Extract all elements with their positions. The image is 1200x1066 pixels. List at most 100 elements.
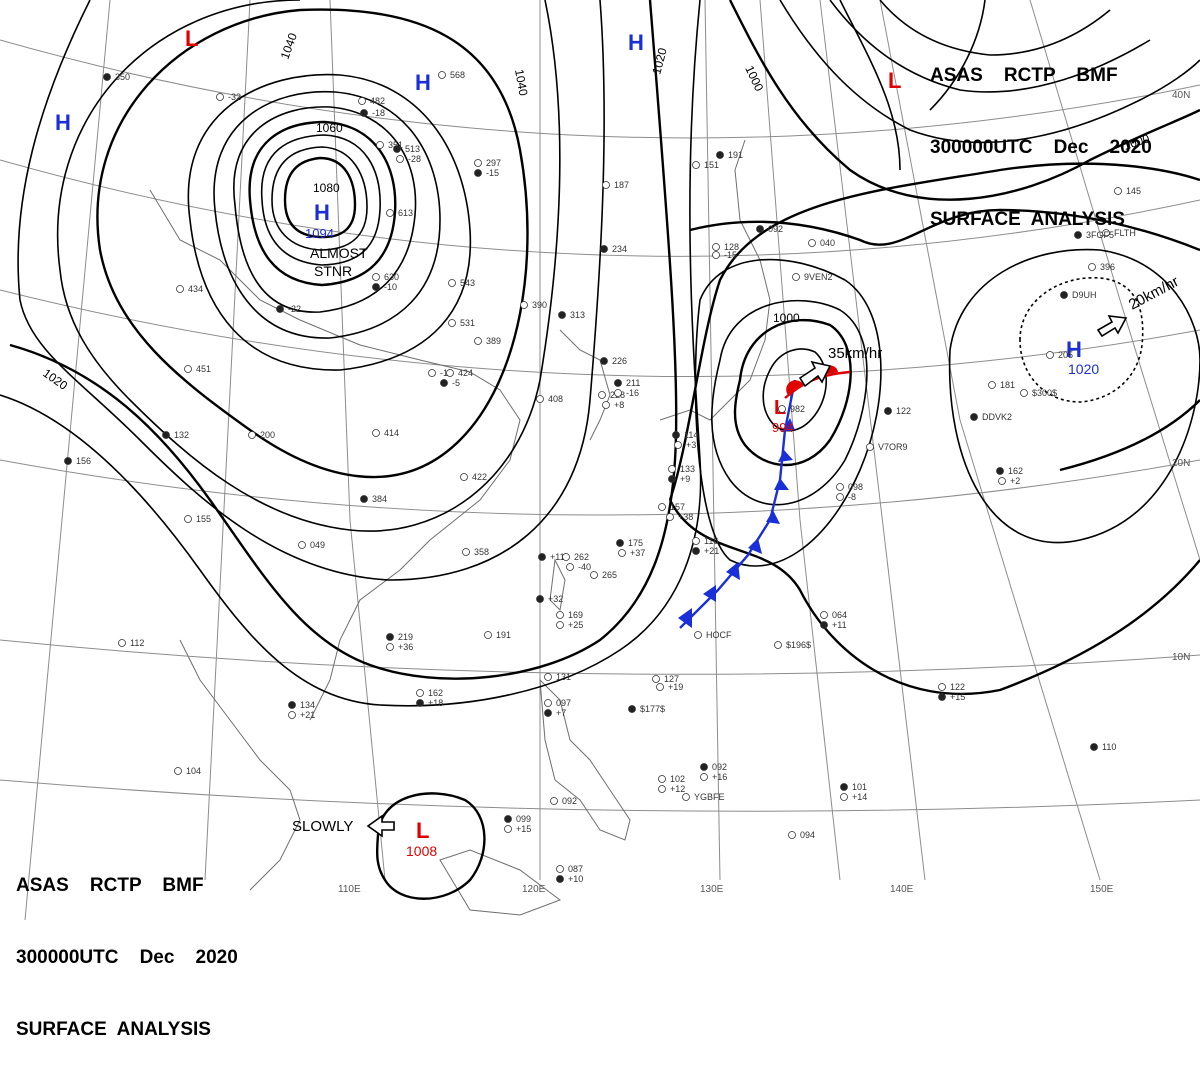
cold-front-barb — [703, 585, 716, 602]
station-value: 358 — [474, 547, 489, 557]
station-value: 181 — [1000, 380, 1015, 390]
station-plot: +3 — [674, 440, 696, 450]
station-plot: 262 — [562, 552, 589, 562]
station-value: 114 — [684, 430, 698, 440]
station-value: 568 — [450, 70, 465, 80]
station-value: 112 — [130, 638, 144, 648]
station-plot: $196$ — [774, 640, 811, 650]
isobar-label: 1020 — [649, 46, 670, 76]
low-center-pressure: 994 — [772, 420, 794, 435]
meridian-150e — [879, 0, 1101, 881]
lon-label: 130E — [700, 884, 724, 895]
weather-chart: 1040 1040 1060 1080 1020 1000 1000 1020 … — [0, 0, 1200, 920]
station-value: 200 — [260, 430, 275, 440]
station-circle — [484, 631, 492, 639]
station-plot: +14 — [840, 792, 867, 802]
station-plot: +10 — [556, 874, 583, 884]
isobar-high-core-1 — [283, 156, 357, 239]
lat-label: 10N — [1172, 652, 1190, 663]
isobar-label: 1040 — [512, 68, 530, 97]
station-value: 099 — [516, 814, 531, 824]
station-value: 156 — [76, 456, 91, 466]
station-circle — [544, 699, 552, 707]
graticule — [0, 0, 1200, 920]
station-circle — [788, 831, 796, 839]
station-circle — [656, 683, 664, 691]
station-plot: +25 — [556, 620, 583, 630]
station-circle — [1088, 263, 1096, 271]
coast-korea — [559, 329, 611, 441]
isobar-low-ring-3 — [711, 299, 868, 506]
station-plot: 568 — [438, 70, 465, 80]
station-circle — [712, 251, 720, 259]
cold-front — [678, 379, 797, 629]
station-value: 422 — [472, 472, 487, 482]
station-value: +15 — [950, 692, 965, 702]
station-circle — [556, 875, 564, 883]
station-circle — [372, 429, 380, 437]
station-plot: 133 — [668, 464, 695, 474]
station-circle — [360, 495, 368, 503]
station-value: 122 — [950, 682, 965, 692]
lon-label: 120E — [522, 884, 546, 895]
station-circle — [288, 701, 296, 709]
high-center-symbol: H — [628, 30, 644, 55]
pressure-centers: L H H H L H 1094 L 994 H 1020 L 1008 — [55, 26, 1099, 859]
station-value: 040 — [820, 238, 835, 248]
station-plot: 092 — [700, 762, 727, 772]
station-plot: $177$ — [628, 704, 665, 714]
station-circle — [836, 483, 844, 491]
isobar-label: 1080 — [313, 181, 340, 195]
station-plot: -40 — [566, 562, 591, 572]
station-circle — [438, 71, 446, 79]
motion-labels: ALMOST STNR 35km/hr 20km/hr SLOWLY — [292, 245, 1182, 835]
station-plot: +19 — [656, 682, 683, 692]
station-plot: 145 — [1114, 186, 1141, 196]
station-circle — [682, 793, 690, 801]
station-circle — [602, 401, 610, 409]
station-plot: 422 — [460, 472, 487, 482]
station-plot: 396 — [1088, 262, 1115, 272]
station-plot: 162 — [416, 688, 443, 698]
motion-arrow-high-ne — [1096, 315, 1128, 338]
station-circle — [700, 763, 708, 771]
cold-front-barb — [726, 562, 740, 580]
lat-label: 20N — [1172, 458, 1190, 469]
station-circle — [298, 541, 306, 549]
station-circle — [712, 243, 720, 251]
station-circle — [474, 159, 482, 167]
isobar-north-2 — [779, 0, 1200, 144]
station-circle — [820, 611, 828, 619]
station-value: 3FGF5 — [1086, 230, 1114, 240]
station-value: -15 — [724, 250, 737, 260]
meridian-160e — [1029, 0, 1200, 561]
station-circle — [1114, 187, 1122, 195]
station-circle — [600, 357, 608, 365]
station-circle — [652, 675, 660, 683]
station-plot: 087 — [556, 864, 583, 874]
station-plot: +12 — [658, 784, 685, 794]
station-value: $177$ — [640, 704, 665, 714]
cold-front-barb — [782, 418, 795, 432]
lon-label: 110E — [338, 884, 361, 895]
station-value: 098 — [848, 482, 863, 492]
station-circle — [628, 705, 636, 713]
station-circle — [428, 369, 436, 377]
motion-arrows — [366, 315, 1128, 838]
station-plot: 384 — [360, 494, 387, 504]
high-center-symbol: H — [1066, 337, 1082, 362]
station-plot: -10 — [372, 282, 397, 292]
station-plot: 390 — [520, 300, 547, 310]
station-circle — [1102, 229, 1110, 237]
station-circle — [658, 503, 666, 511]
station-value: 064 — [832, 610, 847, 620]
station-value: $196$ — [786, 640, 811, 650]
station-circle — [998, 477, 1006, 485]
station-plot: +11 — [538, 552, 565, 562]
station-value: 127 — [664, 674, 679, 684]
station-circle — [393, 145, 401, 153]
coast-japan — [659, 139, 771, 421]
station-value: +19 — [668, 682, 683, 692]
station-plot: 098 — [836, 482, 863, 492]
station-value: -32 — [228, 92, 241, 102]
